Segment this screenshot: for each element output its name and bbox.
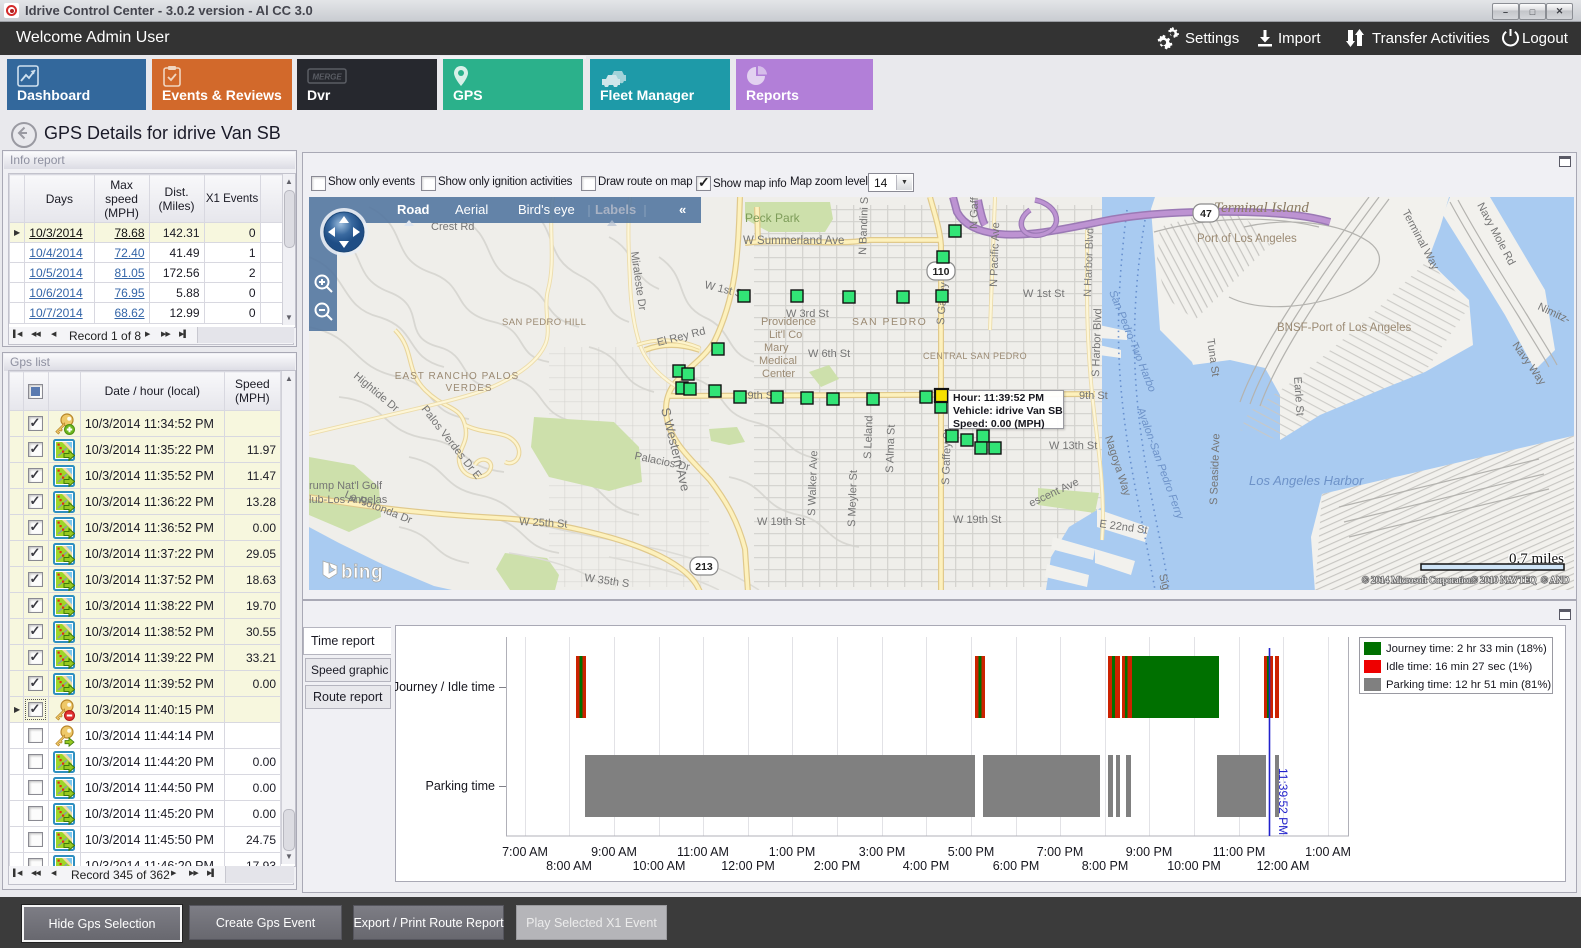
svg-text:4:00 PM: 4:00 PM xyxy=(903,859,950,873)
svg-text:CENTRAL SAN PEDRO: CENTRAL SAN PEDRO xyxy=(923,351,1027,361)
svg-text:S Gaffey St: S Gaffey St xyxy=(940,429,954,485)
svg-text:W 13th St: W 13th St xyxy=(1049,440,1097,452)
svg-text:Sign: Sign xyxy=(1156,573,1173,590)
svg-text:EAST RANCHO PALOS: EAST RANCHO PALOS xyxy=(395,371,519,382)
svg-text:3:00 PM: 3:00 PM xyxy=(859,845,906,859)
svg-text:Journey / Idle time: Journey / Idle time xyxy=(395,680,495,694)
svg-text:Earle St: Earle St xyxy=(1291,376,1306,416)
svg-text:8:00 AM: 8:00 AM xyxy=(546,859,592,873)
svg-text:© 2010 NAVTEQ: © 2010 NAVTEQ xyxy=(1471,575,1537,585)
svg-text:S Seaside Ave: S Seaside Ave xyxy=(1208,433,1222,505)
svg-text:MERGE: MERGE xyxy=(312,73,342,82)
svg-text:W Summerland Ave: W Summerland Ave xyxy=(743,235,844,247)
svg-text:Bird's eye: Bird's eye xyxy=(518,202,575,217)
svg-text:W 1st St: W 1st St xyxy=(1023,288,1065,300)
svg-text:Road: Road xyxy=(397,202,430,217)
svg-text:S Harbor Blvd: S Harbor Blvd xyxy=(1090,308,1104,377)
svg-text:SAN PEDRO: SAN PEDRO xyxy=(852,316,927,328)
svg-text:lub-Los Angelas: lub-Los Angelas xyxy=(309,494,388,506)
svg-text:Terminal Island: Terminal Island xyxy=(1214,200,1309,216)
svg-text:W 19th St: W 19th St xyxy=(953,514,1001,526)
svg-text:2:00 PM: 2:00 PM xyxy=(814,859,861,873)
svg-text:SAN PEDRO HILL: SAN PEDRO HILL xyxy=(502,317,586,328)
svg-text:Providence: Providence xyxy=(761,316,816,328)
svg-text:bing: bing xyxy=(341,562,383,583)
svg-text:1:00 PM: 1:00 PM xyxy=(769,845,816,859)
svg-text:Parking time: 12 hr 51 min (81: Parking time: 12 hr 51 min (81%) xyxy=(1386,679,1551,691)
svg-text:7:00 PM: 7:00 PM xyxy=(1037,845,1084,859)
svg-text:Tuna St: Tuna St xyxy=(1204,338,1221,377)
svg-text:213: 213 xyxy=(695,561,713,573)
svg-text:S Meyler St: S Meyler St xyxy=(846,470,860,527)
svg-text:W 19th St: W 19th St xyxy=(757,516,805,528)
svg-text:Parking time: Parking time xyxy=(426,779,496,793)
svg-text:Labels: Labels xyxy=(595,202,636,217)
svg-text:9th St: 9th St xyxy=(1079,390,1108,402)
svg-text:Crest Rd: Crest Rd xyxy=(431,221,474,233)
svg-text:6:00 PM: 6:00 PM xyxy=(993,859,1040,873)
svg-text:W 6th St: W 6th St xyxy=(808,348,850,360)
svg-text:W 35th S: W 35th S xyxy=(584,572,630,590)
svg-text:W 25th St: W 25th St xyxy=(519,516,568,531)
svg-text:© AND: © AND xyxy=(1541,575,1570,585)
svg-text:rump Nat'l Golf: rump Nat'l Golf xyxy=(309,480,383,492)
svg-text:12:00 AM: 12:00 AM xyxy=(1257,859,1310,873)
svg-text:10:00 PM: 10:00 PM xyxy=(1167,859,1221,873)
svg-text:N Harbor Blvd: N Harbor Blvd xyxy=(1082,228,1096,297)
svg-text:N Bandini St: N Bandini St xyxy=(857,197,871,255)
svg-text:Port of Los Angeles: Port of Los Angeles xyxy=(1197,233,1297,245)
svg-text:11:00 AM: 11:00 AM xyxy=(677,845,729,859)
svg-text:7:00 AM: 7:00 AM xyxy=(502,845,548,859)
svg-text:Mary: Mary xyxy=(764,342,789,354)
svg-text:S Alma St: S Alma St xyxy=(884,424,898,473)
svg-text:S Walker Ave: S Walker Ave xyxy=(806,450,820,516)
svg-text:Aerial: Aerial xyxy=(455,202,488,217)
svg-text:© 2014 Microsoft Corporation: © 2014 Microsoft Corporation xyxy=(1362,575,1473,585)
svg-text:9:00 AM: 9:00 AM xyxy=(591,845,637,859)
svg-text:W 3rd St: W 3rd St xyxy=(786,308,829,320)
svg-text:11:39:52 PM: 11:39:52 PM xyxy=(1276,768,1290,835)
svg-text:N Gaffey: N Gaffey xyxy=(968,197,982,229)
svg-text:1:00 AM: 1:00 AM xyxy=(1305,845,1351,859)
svg-text:Idle time: 16 min 27 sec (1%): Idle time: 16 min 27 sec (1%) xyxy=(1386,661,1533,673)
svg-text:Lit'l Co: Lit'l Co xyxy=(769,329,802,341)
svg-text:9:00 PM: 9:00 PM xyxy=(1126,845,1173,859)
svg-text:BNSF-Port of Los Angeles: BNSF-Port of Los Angeles xyxy=(1277,322,1411,334)
svg-text:Journey time: 2 hr 33 min (18%: Journey time: 2 hr 33 min (18%) xyxy=(1386,643,1547,655)
svg-text:8:00 PM: 8:00 PM xyxy=(1082,859,1129,873)
svg-text:10:00 AM: 10:00 AM xyxy=(633,859,686,873)
svg-text:5:00 PM: 5:00 PM xyxy=(948,845,995,859)
svg-text:110: 110 xyxy=(933,266,950,278)
svg-text:Los Angeles Harbor: Los Angeles Harbor xyxy=(1249,473,1364,488)
svg-text:Medical: Medical xyxy=(759,355,797,367)
svg-text:VERDES: VERDES xyxy=(445,383,492,394)
svg-text:47: 47 xyxy=(1200,208,1212,220)
svg-text:11:00 PM: 11:00 PM xyxy=(1213,845,1266,859)
svg-text:Peck Park: Peck Park xyxy=(745,211,801,225)
svg-text:N Pacific Ave: N Pacific Ave xyxy=(988,222,1002,287)
svg-text:12:00 PM: 12:00 PM xyxy=(721,859,775,873)
svg-text:S Leland: S Leland xyxy=(862,415,876,459)
svg-text:Center: Center xyxy=(762,368,795,380)
svg-text:«: « xyxy=(679,202,686,217)
